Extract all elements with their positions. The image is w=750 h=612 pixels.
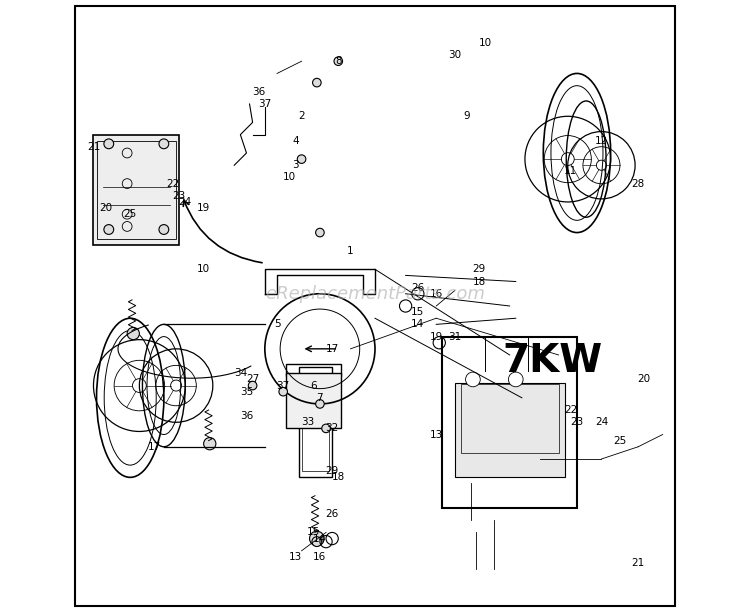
Circle shape: [466, 372, 480, 387]
Text: 34: 34: [234, 368, 247, 378]
Bar: [286, 364, 341, 376]
Text: 37: 37: [258, 99, 272, 109]
Text: 19: 19: [430, 332, 442, 341]
Circle shape: [128, 327, 140, 340]
Text: 29: 29: [326, 466, 339, 476]
Circle shape: [279, 387, 287, 396]
Text: 31: 31: [448, 332, 461, 341]
Text: 24: 24: [595, 417, 608, 427]
Text: 36: 36: [252, 87, 266, 97]
Text: 9: 9: [464, 111, 470, 121]
Text: 17: 17: [326, 344, 339, 354]
Text: 7: 7: [316, 393, 323, 403]
Text: 37: 37: [277, 381, 290, 390]
Text: 15: 15: [308, 528, 320, 537]
Circle shape: [159, 139, 169, 149]
Text: 35: 35: [240, 387, 253, 397]
Text: 19: 19: [197, 203, 210, 213]
Text: 22: 22: [166, 179, 180, 188]
Text: 33: 33: [301, 417, 314, 427]
Text: 12: 12: [595, 136, 608, 146]
Text: 23: 23: [570, 417, 584, 427]
Text: 26: 26: [326, 509, 339, 519]
Text: 25: 25: [614, 436, 626, 446]
Circle shape: [509, 372, 523, 387]
Bar: [460, 384, 559, 453]
Circle shape: [204, 438, 216, 450]
Circle shape: [316, 400, 324, 408]
Text: 8: 8: [335, 56, 341, 66]
Text: 14: 14: [411, 319, 424, 329]
Text: 10: 10: [197, 264, 210, 274]
Text: 10: 10: [478, 38, 492, 48]
Text: 17: 17: [148, 442, 161, 452]
Text: 32: 32: [326, 424, 339, 433]
Text: 15: 15: [411, 307, 424, 317]
Text: 16: 16: [314, 552, 326, 562]
Text: 10: 10: [283, 173, 296, 182]
Bar: [442, 337, 577, 508]
Text: 28: 28: [632, 179, 645, 188]
Text: 14: 14: [314, 534, 326, 543]
Circle shape: [316, 228, 324, 237]
Bar: [94, 135, 179, 245]
Bar: [290, 373, 338, 382]
Bar: [286, 373, 341, 428]
Text: 23: 23: [172, 191, 186, 201]
Text: eReplacementParts.com: eReplacementParts.com: [265, 285, 485, 303]
Circle shape: [322, 424, 330, 433]
Text: 11: 11: [564, 166, 578, 176]
Text: 25: 25: [124, 209, 136, 219]
Bar: [298, 367, 332, 477]
Bar: [97, 141, 176, 239]
Circle shape: [248, 381, 257, 390]
Circle shape: [334, 57, 343, 65]
Text: 30: 30: [448, 50, 461, 60]
Text: 22: 22: [564, 405, 578, 415]
Text: 13: 13: [289, 552, 302, 562]
Circle shape: [310, 531, 324, 546]
Circle shape: [297, 155, 306, 163]
Text: 3: 3: [292, 160, 298, 170]
Text: 18: 18: [332, 472, 345, 482]
Text: 18: 18: [472, 277, 486, 286]
Text: 4: 4: [292, 136, 298, 146]
Bar: [302, 373, 329, 471]
Text: 36: 36: [240, 411, 253, 421]
Circle shape: [159, 225, 169, 234]
Text: 13: 13: [430, 430, 442, 439]
Text: 26: 26: [411, 283, 424, 293]
Text: 24: 24: [178, 197, 192, 207]
Text: 20: 20: [638, 375, 651, 384]
Circle shape: [104, 139, 114, 149]
Bar: [454, 383, 565, 477]
Circle shape: [312, 537, 322, 547]
Text: 5: 5: [274, 319, 280, 329]
Text: 29: 29: [472, 264, 486, 274]
Circle shape: [104, 225, 114, 234]
Text: 27: 27: [246, 375, 259, 384]
Text: 7KW: 7KW: [503, 342, 602, 380]
Text: 16: 16: [430, 289, 442, 299]
Text: 6: 6: [310, 381, 317, 390]
Text: 2: 2: [298, 111, 304, 121]
Text: 21: 21: [632, 558, 645, 568]
Circle shape: [313, 78, 321, 87]
Text: 21: 21: [87, 142, 100, 152]
Text: 20: 20: [99, 203, 112, 213]
Text: 1: 1: [347, 246, 354, 256]
